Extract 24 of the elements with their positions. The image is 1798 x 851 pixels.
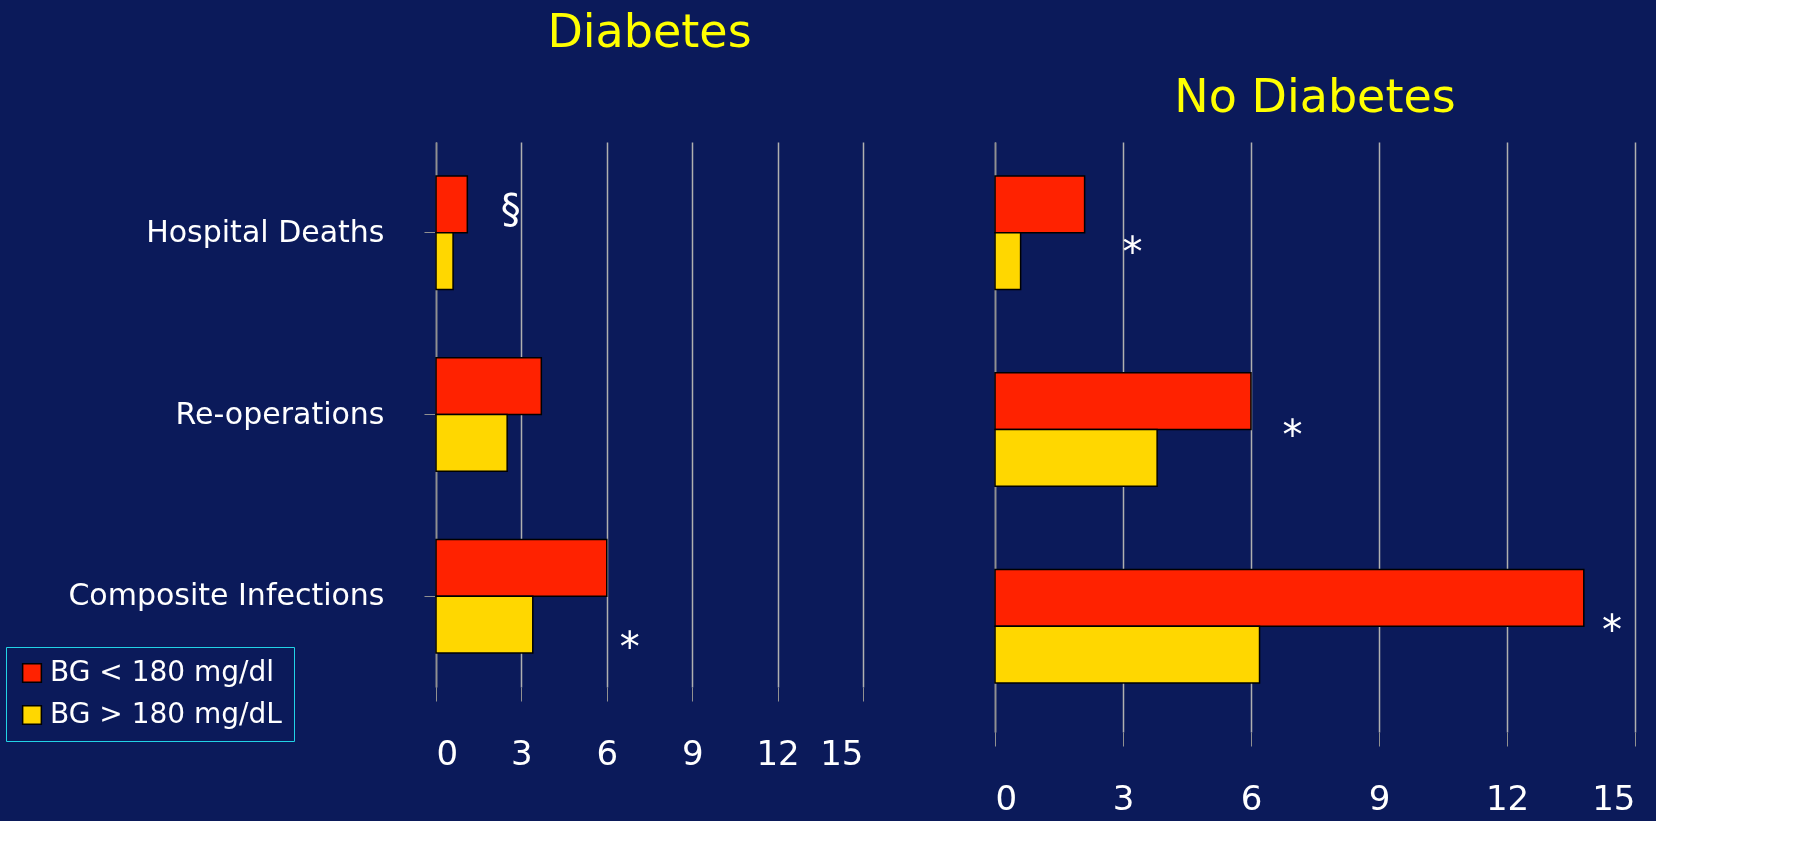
x-tick-label: 9 [681, 732, 704, 773]
x-tick-label: 3 [1112, 777, 1135, 818]
x-tick-label: 3 [511, 732, 533, 773]
x-tick-label: 6 [1240, 777, 1263, 818]
x-tick-label: 6 [596, 732, 619, 773]
x-tick-label: 9 [1368, 777, 1391, 818]
chart-title: No Diabetes [1174, 69, 1456, 123]
legend-label: BG > 180 mg/dL [50, 697, 283, 730]
x-tick-label: 0 [995, 777, 1018, 818]
x-tick-label: 0 [436, 732, 459, 773]
annotation: * [1601, 606, 1622, 653]
y-tick-label: Composite Infections [68, 577, 385, 613]
annotation: § [500, 185, 521, 232]
y-tick-label: Re-operations [175, 395, 385, 431]
y-tick-label: Hospital Deaths [146, 213, 385, 249]
x-tick-label: 15 [820, 732, 864, 773]
x-tick-label: 12 [1485, 777, 1530, 818]
annotation: * [1122, 229, 1143, 276]
x-tick-label: 15 [1592, 777, 1636, 818]
annotation: * [1282, 412, 1303, 458]
chart-title: Diabetes [547, 4, 752, 58]
x-tick-label: 12 [756, 732, 800, 773]
annotation: * [619, 623, 640, 670]
legend-label: BG < 180 mg/dl [50, 655, 275, 688]
